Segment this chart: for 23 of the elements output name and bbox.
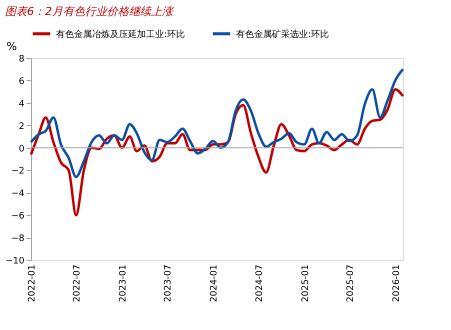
x-tick-label: 2023-01 xyxy=(118,264,129,302)
y-tick-label: −2 xyxy=(11,166,24,177)
y-axis-title: % xyxy=(6,40,17,53)
legend-label: 有色金属冶炼及压延加工业:环比 xyxy=(56,28,186,40)
x-tick-label: 2024-07 xyxy=(254,264,265,302)
y-tick-label: −10 xyxy=(6,256,25,266)
x-tick-label: 2024-01 xyxy=(210,264,220,302)
x-tick-label: 2025-07 xyxy=(346,264,356,302)
x-tick-label: 2023-07 xyxy=(164,264,174,302)
legend-label: 有色金属矿采选业:环比 xyxy=(236,28,330,40)
y-tick-label: −6 xyxy=(11,212,25,222)
y-tick-label: −4 xyxy=(11,189,25,200)
x-tick-label: 2026-01 xyxy=(392,264,402,302)
x-tick-label: 2022-01 xyxy=(28,264,38,302)
x-tick-label: 2025-01 xyxy=(300,264,311,302)
y-tick-label: 8 xyxy=(18,54,25,64)
y-tick-label: 6 xyxy=(18,76,25,87)
chart-title: 图表6：2月有色行业价格继续上涨 xyxy=(5,5,174,18)
y-tick-label: 4 xyxy=(18,99,25,110)
y-tick-label: −8 xyxy=(11,234,25,244)
y-tick-label: 2 xyxy=(18,122,24,132)
x-tick-label: 2022-07 xyxy=(72,264,83,302)
y-tick-label: 0 xyxy=(18,144,25,154)
